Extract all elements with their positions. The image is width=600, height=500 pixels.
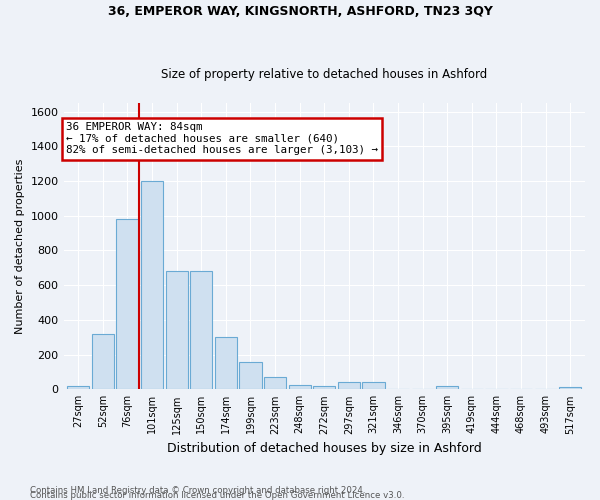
Bar — [338, 382, 360, 390]
Text: 36, EMPEROR WAY, KINGSNORTH, ASHFORD, TN23 3QY: 36, EMPEROR WAY, KINGSNORTH, ASHFORD, TN… — [107, 5, 493, 18]
Bar — [215, 338, 237, 390]
Bar — [239, 362, 262, 390]
Bar — [116, 220, 139, 390]
Bar — [362, 382, 385, 390]
Bar — [559, 386, 581, 390]
Text: 36 EMPEROR WAY: 84sqm
← 17% of detached houses are smaller (640)
82% of semi-det: 36 EMPEROR WAY: 84sqm ← 17% of detached … — [66, 122, 378, 156]
Bar — [264, 377, 286, 390]
Bar — [141, 181, 163, 390]
Bar — [166, 272, 188, 390]
Title: Size of property relative to detached houses in Ashford: Size of property relative to detached ho… — [161, 68, 487, 81]
Text: Contains HM Land Registry data © Crown copyright and database right 2024.: Contains HM Land Registry data © Crown c… — [30, 486, 365, 495]
Bar — [313, 386, 335, 390]
Bar — [289, 385, 311, 390]
Bar — [67, 386, 89, 390]
Y-axis label: Number of detached properties: Number of detached properties — [15, 158, 25, 334]
Bar — [92, 334, 114, 390]
Text: Contains public sector information licensed under the Open Government Licence v3: Contains public sector information licen… — [30, 490, 404, 500]
Bar — [436, 386, 458, 390]
Bar — [190, 272, 212, 390]
X-axis label: Distribution of detached houses by size in Ashford: Distribution of detached houses by size … — [167, 442, 482, 455]
